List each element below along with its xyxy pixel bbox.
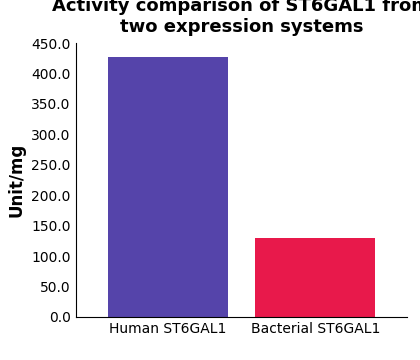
Title: Activity comparison of ST6GAL1 from
two expression systems: Activity comparison of ST6GAL1 from two … <box>52 0 420 36</box>
Bar <box>255 238 375 317</box>
Bar <box>108 57 228 317</box>
Y-axis label: Unit/mg: Unit/mg <box>8 143 26 217</box>
